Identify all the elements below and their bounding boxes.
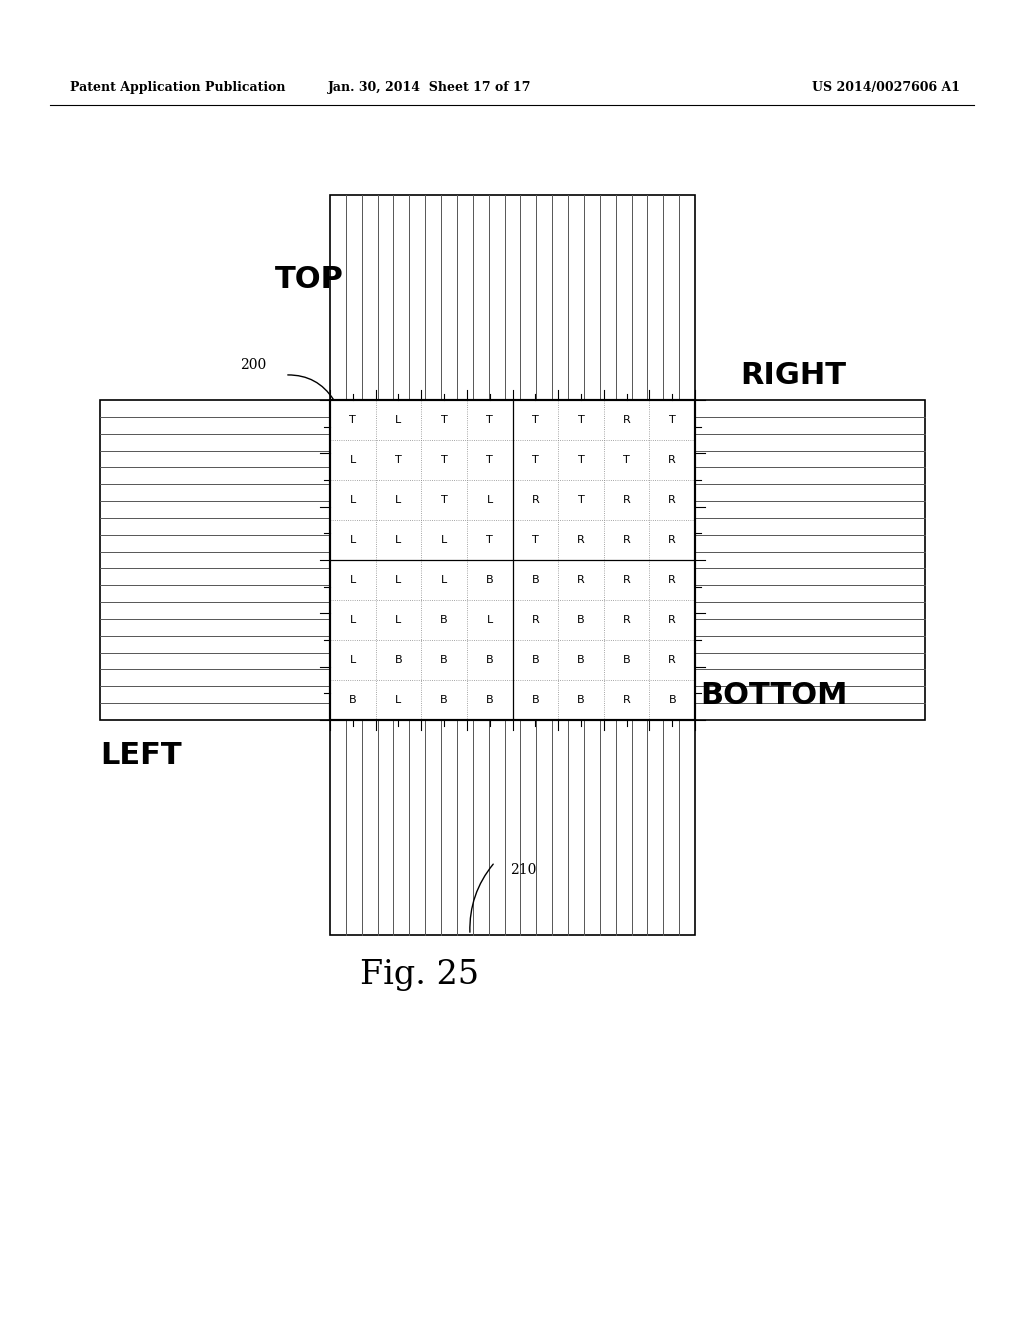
Text: L: L [441,576,447,585]
Text: R: R [669,495,676,506]
Text: T: T [578,414,585,425]
Text: R: R [531,615,540,624]
Text: B: B [440,655,447,665]
Text: T: T [624,455,630,465]
Text: L: L [349,535,356,545]
Text: R: R [623,495,631,506]
Text: T: T [531,535,539,545]
Bar [330,400,695,719]
Text: R: R [623,696,631,705]
Text: R: R [623,615,631,624]
Text: T: T [578,455,585,465]
Text: T: T [578,495,585,506]
Text: L: L [395,495,401,506]
Text: US 2014/0027606 A1: US 2014/0027606 A1 [812,82,961,95]
Text: R: R [669,615,676,624]
Text: R: R [623,535,631,545]
Text: L: L [395,696,401,705]
Text: R: R [669,576,676,585]
Text: Patent Application Publication: Patent Application Publication [70,82,286,95]
Bar [330,715,695,935]
Text: RIGHT: RIGHT [740,360,846,389]
Text: LEFT: LEFT [100,741,181,770]
Text: Jan. 30, 2014  Sheet 17 of 17: Jan. 30, 2014 Sheet 17 of 17 [329,82,531,95]
Text: L: L [349,615,356,624]
Text: T: T [440,455,447,465]
Text: R: R [578,576,585,585]
Text: B: B [394,655,402,665]
Text: B: B [623,655,631,665]
Text: L: L [349,655,356,665]
Text: B: B [485,576,494,585]
Text: B: B [440,615,447,624]
Text: T: T [486,535,494,545]
Text: B: B [349,696,356,705]
Text: L: L [486,615,493,624]
Text: 200: 200 [240,358,266,372]
Text: R: R [669,655,676,665]
Text: L: L [349,455,356,465]
Text: L: L [395,535,401,545]
Text: T: T [349,414,356,425]
Text: L: L [486,495,493,506]
Text: L: L [349,495,356,506]
Bar [330,400,695,719]
Text: B: B [531,655,539,665]
Text: B: B [531,576,539,585]
Text: T: T [531,414,539,425]
Text: T: T [669,414,676,425]
Text: B: B [669,696,676,705]
Text: B: B [578,696,585,705]
Text: R: R [623,576,631,585]
Text: T: T [531,455,539,465]
Text: B: B [578,615,585,624]
Text: Fig. 25: Fig. 25 [360,960,479,991]
Bar [690,400,925,719]
Text: L: L [395,615,401,624]
Text: T: T [395,455,401,465]
Text: B: B [485,696,494,705]
Text: L: L [349,576,356,585]
Text: TOP: TOP [275,265,344,294]
Text: B: B [440,696,447,705]
Text: T: T [440,414,447,425]
Text: T: T [440,495,447,506]
Text: R: R [669,535,676,545]
Text: R: R [531,495,540,506]
Text: T: T [486,455,494,465]
Text: R: R [578,535,585,545]
Text: 210: 210 [510,863,537,876]
Text: B: B [531,696,539,705]
Text: B: B [578,655,585,665]
Text: L: L [395,414,401,425]
Text: L: L [395,576,401,585]
Text: T: T [486,414,494,425]
Text: R: R [669,455,676,465]
Text: BOTTOM: BOTTOM [700,681,848,710]
Text: B: B [485,655,494,665]
Bar [330,195,695,414]
Text: R: R [623,414,631,425]
Bar [100,400,335,719]
Text: L: L [441,535,447,545]
